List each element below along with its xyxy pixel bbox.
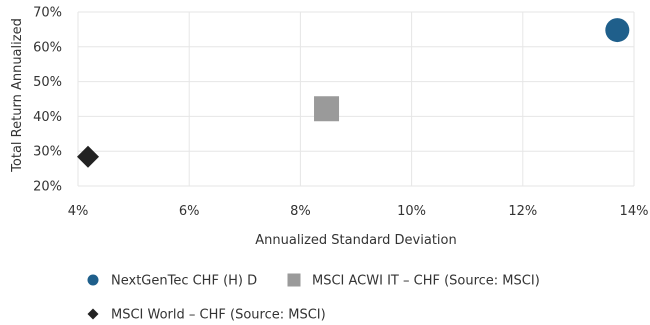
y-tick-label: 60%	[33, 40, 62, 55]
y-axis-ticks: 20% 30% 40% 50% 60% 70%	[33, 6, 62, 195]
x-tick-label: 14%	[620, 204, 649, 219]
y-axis-title: Total Return Annualized	[10, 18, 25, 173]
x-axis-title: Annualized Standard Deviation	[255, 233, 456, 248]
y-tick-label: 30%	[33, 145, 62, 160]
data-point-diamond	[77, 145, 100, 168]
x-tick-label: 6%	[179, 204, 200, 219]
legend: NextGenTec CHF (H) D MSCI ACWI IT – CHF (…	[87, 273, 540, 323]
data-point-circle	[605, 18, 630, 43]
legend-marker-diamond	[87, 308, 99, 320]
grid-lines	[77, 11, 635, 187]
x-tick-label: 4%	[68, 204, 89, 219]
legend-marker-circle	[87, 274, 99, 286]
legend-marker-square	[287, 273, 301, 287]
legend-label: MSCI World – CHF (Source: MSCI)	[111, 308, 326, 323]
y-tick-label: 50%	[33, 75, 62, 90]
legend-label: NextGenTec CHF (H) D	[111, 274, 257, 289]
legend-label: MSCI ACWI IT – CHF (Source: MSCI)	[312, 274, 540, 289]
x-tick-label: 8%	[290, 204, 311, 219]
x-tick-label: 12%	[508, 204, 537, 219]
x-tick-label: 10%	[397, 204, 426, 219]
x-axis-ticks: 4% 6% 8% 10% 12% 14%	[68, 204, 649, 219]
y-tick-label: 40%	[33, 110, 62, 125]
data-point-square	[314, 96, 340, 122]
y-tick-label: 70%	[33, 6, 62, 21]
y-tick-label: 20%	[33, 180, 62, 195]
data-points	[77, 18, 630, 168]
